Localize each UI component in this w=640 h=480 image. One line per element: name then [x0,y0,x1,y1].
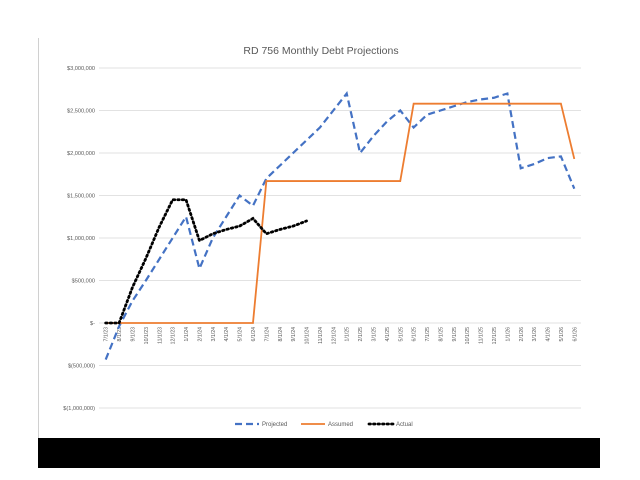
x-tick-label: 7/1/23 [104,327,110,342]
y-tick-label: $2,000,000 [67,151,95,157]
legend-label-actual: Actual [396,422,413,428]
legend-label-assumed: Assumed [328,422,353,428]
x-tick-label: 11/1/25 [479,327,485,344]
gridlines [99,67,581,409]
x-tick-label: 6/1/25 [412,327,418,342]
chart-area: RD 756 Monthly Debt Projections $3,000,0… [38,38,601,438]
x-tick-label: 7/1/24 [264,327,270,342]
x-tick-label: 9/1/24 [291,327,297,342]
x-tick-label: 2/1/24 [197,327,203,342]
y-tick-label: $1,000,000 [67,236,95,242]
x-tick-label: 12/1/24 [331,327,337,344]
chart-title: RD 756 Monthly Debt Projections [243,45,398,57]
series-line-actual [104,198,308,325]
y-tick-label: $3,000,000 [67,66,95,72]
x-tick-label: 4/1/26 [546,327,552,342]
y-tick-label: $500,000 [72,279,95,285]
y-tick-label: $(1,000,000) [63,406,95,412]
x-tick-label: 8/1/25 [438,327,444,342]
x-tick-label: 7/1/25 [425,327,431,342]
x-tick-label: 12/1/25 [492,327,498,344]
x-tick-label: 12/1/23 [171,327,177,344]
y-tick-label: $1,500,000 [67,194,95,200]
black-footer-band [38,438,600,468]
y-axis-tick-labels: $3,000,000 $2,500,000 $2,000,000 $1,500,000… [63,66,95,412]
x-tick-label: 2/1/26 [519,327,525,342]
x-tick-label: 5/1/26 [559,327,565,342]
x-tick-label: 11/1/23 [157,327,163,344]
x-tick-label: 1/1/25 [345,327,351,342]
x-tick-label: 1/1/26 [505,327,511,342]
series-lines [104,91,576,360]
legend: Projected Assumed Actual [235,422,413,428]
x-tick-label: 3/1/24 [211,327,217,342]
x-tick-label: 10/1/24 [305,327,311,344]
x-tick-label: 10/1/25 [465,327,471,344]
x-tick-label: 8/1/23 [117,327,123,342]
x-tick-label: 10/1/23 [144,327,150,344]
legend-label-projected: Projected [262,422,287,428]
x-tick-label: 5/1/25 [398,327,404,342]
y-tick-label: $- [90,321,95,327]
y-tick-label: $(500,000) [68,364,95,370]
x-tick-label: 8/1/24 [278,327,284,342]
x-tick-label: 9/1/23 [130,327,136,342]
series-line-assumed [105,102,576,324]
x-axis-tick-labels: 7/1/23 8/1/23 9/1/23 10/1/23 11/1/23 12/1/23 1… [104,327,579,344]
x-tick-label: 4/1/24 [224,327,230,342]
x-tick-label: 2/1/25 [358,327,364,342]
series-line-projected [104,91,576,360]
x-tick-label: 11/1/24 [318,327,324,344]
x-tick-label: 6/1/26 [572,327,578,342]
x-tick-label: 5/1/24 [238,327,244,342]
x-tick-label: 3/1/25 [371,327,377,342]
x-tick-label: 6/1/24 [251,327,257,342]
x-tick-label: 9/1/25 [452,327,458,342]
debt-projection-chart: RD 756 Monthly Debt Projections $3,000,0… [63,45,581,428]
x-tick-label: 3/1/26 [532,327,538,342]
y-tick-label: $2,500,000 [67,109,95,115]
x-tick-label: 4/1/25 [385,327,391,342]
x-tick-label: 1/1/24 [184,327,190,342]
